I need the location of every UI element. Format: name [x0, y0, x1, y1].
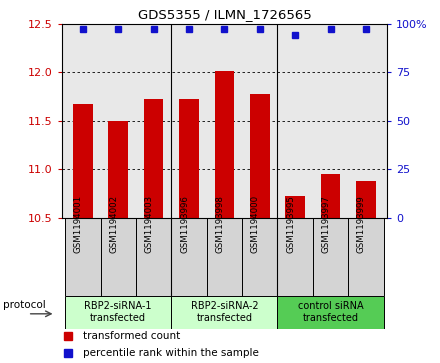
Text: GSM1193996: GSM1193996	[180, 195, 189, 253]
Bar	[313, 218, 348, 296]
Text: GSM1194000: GSM1194000	[251, 195, 260, 253]
Bar	[73, 104, 92, 218]
Text: GSM1194002: GSM1194002	[109, 195, 118, 253]
Bar	[179, 99, 199, 218]
Bar	[321, 174, 340, 218]
Bar	[286, 196, 305, 218]
Bar	[207, 218, 242, 296]
Title: GDS5355 / ILMN_1726565: GDS5355 / ILMN_1726565	[138, 8, 311, 21]
Text: GSM1193998: GSM1193998	[216, 195, 224, 253]
Bar	[242, 218, 278, 296]
Text: control siRNA
transfected: control siRNA transfected	[298, 301, 363, 323]
Bar	[356, 181, 376, 218]
Text: percentile rank within the sample: percentile rank within the sample	[83, 348, 259, 358]
Text: GSM1193997: GSM1193997	[322, 195, 330, 253]
Bar	[136, 218, 171, 296]
Bar	[171, 296, 278, 329]
Text: transformed count: transformed count	[83, 331, 180, 341]
Bar	[250, 94, 270, 218]
Text: GSM1194001: GSM1194001	[74, 195, 83, 253]
Bar	[278, 296, 384, 329]
Text: RBP2-siRNA-2
transfected: RBP2-siRNA-2 transfected	[191, 301, 258, 323]
Text: protocol: protocol	[3, 300, 46, 310]
Text: GSM1193999: GSM1193999	[357, 195, 366, 253]
Bar	[348, 218, 384, 296]
Text: GSM1193995: GSM1193995	[286, 195, 295, 253]
Bar	[278, 218, 313, 296]
Bar	[100, 218, 136, 296]
Bar	[144, 99, 163, 218]
Text: RBP2-siRNA-1
transfected: RBP2-siRNA-1 transfected	[84, 301, 152, 323]
Text: GSM1194003: GSM1194003	[145, 195, 154, 253]
Bar	[109, 121, 128, 218]
Bar	[171, 218, 207, 296]
Bar	[65, 218, 100, 296]
Bar	[215, 71, 234, 218]
Bar	[65, 296, 171, 329]
